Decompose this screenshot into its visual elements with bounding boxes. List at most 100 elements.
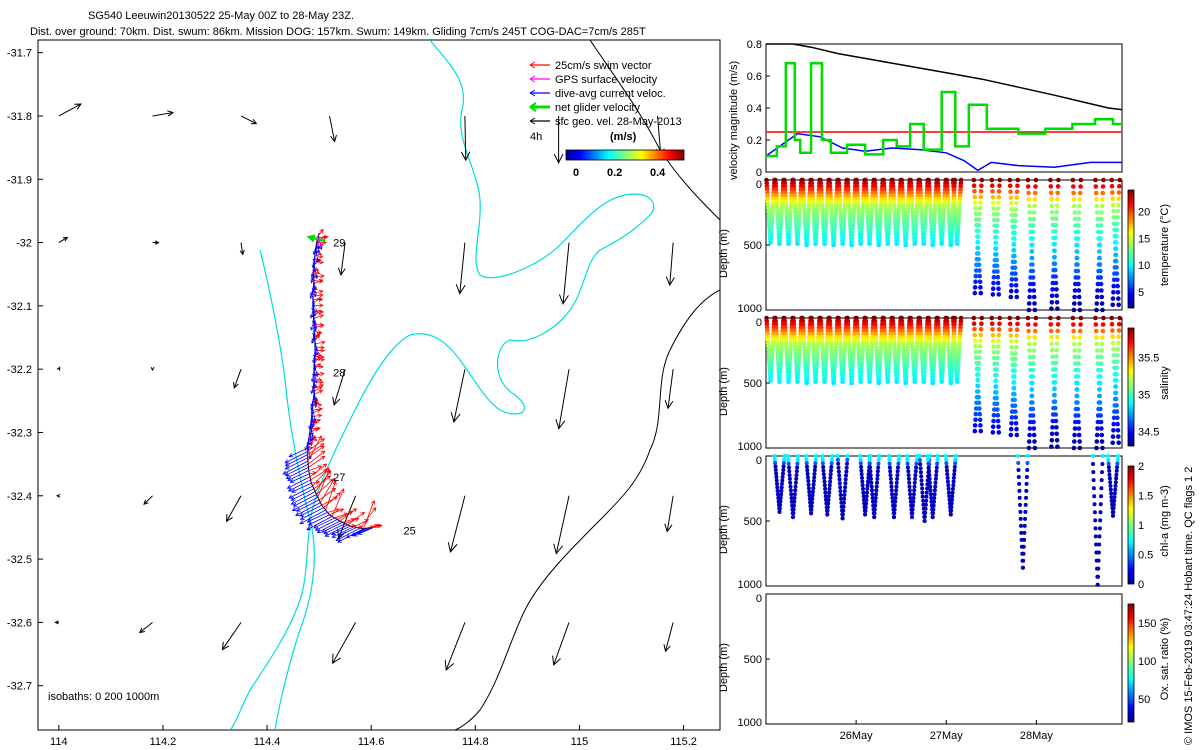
depth-sample-point	[1075, 380, 1080, 386]
depth-sample-point	[1111, 277, 1117, 283]
depth-sample-point	[918, 466, 923, 471]
depth-sample-point	[840, 516, 845, 521]
depth-sample-point	[1100, 454, 1105, 458]
dac-vector-head	[295, 512, 300, 516]
depth-sample-point	[1026, 190, 1031, 196]
depth-sample-point	[877, 361, 883, 366]
depth-sample-point	[1098, 236, 1103, 241]
dac-vector	[291, 488, 315, 501]
depth-sample-point	[1050, 280, 1056, 286]
depth-sample-point	[948, 236, 954, 241]
map-colorbar-tick-1: 0.2	[607, 167, 622, 179]
depth-sample-point	[951, 479, 956, 484]
depth-sample-point	[1115, 421, 1120, 427]
depth-sample-point	[836, 461, 841, 466]
depth-sample-point	[1018, 509, 1023, 514]
colorbar-units: (m/s)	[610, 131, 637, 143]
depth-sample-point	[858, 379, 863, 385]
depth-sample-point	[860, 479, 865, 484]
dac-vector	[292, 496, 319, 511]
depth-sample-point	[1008, 294, 1014, 300]
depth-sample-point	[972, 338, 978, 343]
depth-sample-point	[828, 335, 834, 340]
colorbar-tick-label: 0.5	[1138, 550, 1153, 562]
colorbar-tick-label: 35.5	[1138, 353, 1159, 365]
swim-vector	[307, 445, 325, 459]
sfc-vector-head	[332, 396, 341, 406]
depth-sample-point	[874, 348, 879, 353]
depth-sample-point	[1106, 454, 1110, 458]
depth-sample-point	[1115, 353, 1120, 358]
depth-sample-point	[840, 241, 845, 246]
depth-sample-point	[1072, 426, 1078, 431]
swim-vector-head	[319, 443, 325, 448]
depth-sample-point	[845, 315, 850, 321]
depth-sample-point	[1109, 177, 1114, 183]
depth-sample-point	[821, 468, 826, 473]
depth-sample-point	[778, 499, 783, 504]
sfc-vector	[555, 495, 570, 554]
depth-sample-point	[901, 203, 906, 209]
depth-sample-point	[1078, 184, 1083, 189]
swim-vector-head	[320, 445, 325, 450]
depth-sample-point	[829, 348, 834, 353]
depth-sample-point	[806, 479, 811, 483]
dac-vector	[315, 248, 319, 263]
swim-vector	[334, 513, 348, 519]
depth-sample-point	[1027, 426, 1033, 431]
dac-vector-head	[314, 250, 319, 255]
depth-sample-point	[1050, 425, 1055, 430]
depth-sample-point	[885, 241, 890, 246]
swim-vector	[313, 378, 322, 381]
sfc-vector	[453, 369, 466, 422]
depth-sample-point	[1112, 498, 1117, 503]
sfc-vector-head	[664, 523, 673, 533]
dac-vector-head	[312, 251, 317, 256]
depth-sample-point	[786, 379, 791, 385]
depth-sample-point	[994, 223, 1000, 229]
sfc-vector-head	[330, 134, 337, 143]
depth-sample-point	[779, 488, 784, 493]
depth-sample-point	[821, 465, 826, 469]
depth-sample-point	[795, 379, 800, 385]
depth-sample-point	[844, 465, 849, 470]
depth-sample-point	[801, 190, 806, 196]
depth-sample-point	[971, 177, 977, 183]
legend-label-net: net glider velocity	[555, 102, 640, 114]
depth-colorbar	[1127, 465, 1135, 585]
depth-sample-point	[869, 480, 874, 485]
depth-sample-point	[804, 374, 810, 379]
depth-sample-point	[1093, 518, 1098, 523]
depth-sample-point	[873, 496, 878, 500]
dac-vector-head	[311, 389, 316, 394]
depth-sample-point	[1072, 301, 1077, 306]
depth-sample-point	[934, 465, 939, 470]
depth-sample-point	[845, 184, 851, 189]
depth-sample-point	[1072, 288, 1078, 293]
depth-sample-point	[865, 486, 870, 491]
depth-sample-point	[845, 177, 850, 183]
depth-sample-point	[899, 177, 904, 183]
depth-sample-point	[1070, 177, 1076, 183]
depth-sample-point	[995, 412, 1001, 418]
depth-sample-point	[1071, 445, 1077, 451]
depth-sample-point	[1076, 419, 1081, 425]
swim-vector-head	[323, 235, 329, 240]
depth-sample-point	[805, 475, 810, 480]
depth-sample-point	[829, 461, 834, 466]
depth-sample-point	[954, 241, 960, 246]
depth-sample-point	[1114, 233, 1119, 239]
depth-sample-point	[1054, 203, 1060, 208]
depth-sample-point	[991, 274, 997, 280]
depth-sample-point	[1055, 322, 1061, 327]
dac-vector	[311, 416, 313, 429]
depth-sample-point	[811, 486, 816, 491]
depth-sample-point	[788, 488, 793, 493]
depth-sample-point	[872, 177, 877, 183]
depth-sample-point	[949, 505, 954, 510]
map-panel: 114 114.2 114.4 114.6 114.8 115 115.2-31.7-31.…	[7, 39, 721, 748]
depth-sample-point	[972, 428, 978, 434]
depth-sample-point	[792, 503, 796, 508]
depth-sample-point	[836, 469, 841, 474]
legend: 25cm/s swim vector GPS surface velocity …	[529, 60, 685, 179]
